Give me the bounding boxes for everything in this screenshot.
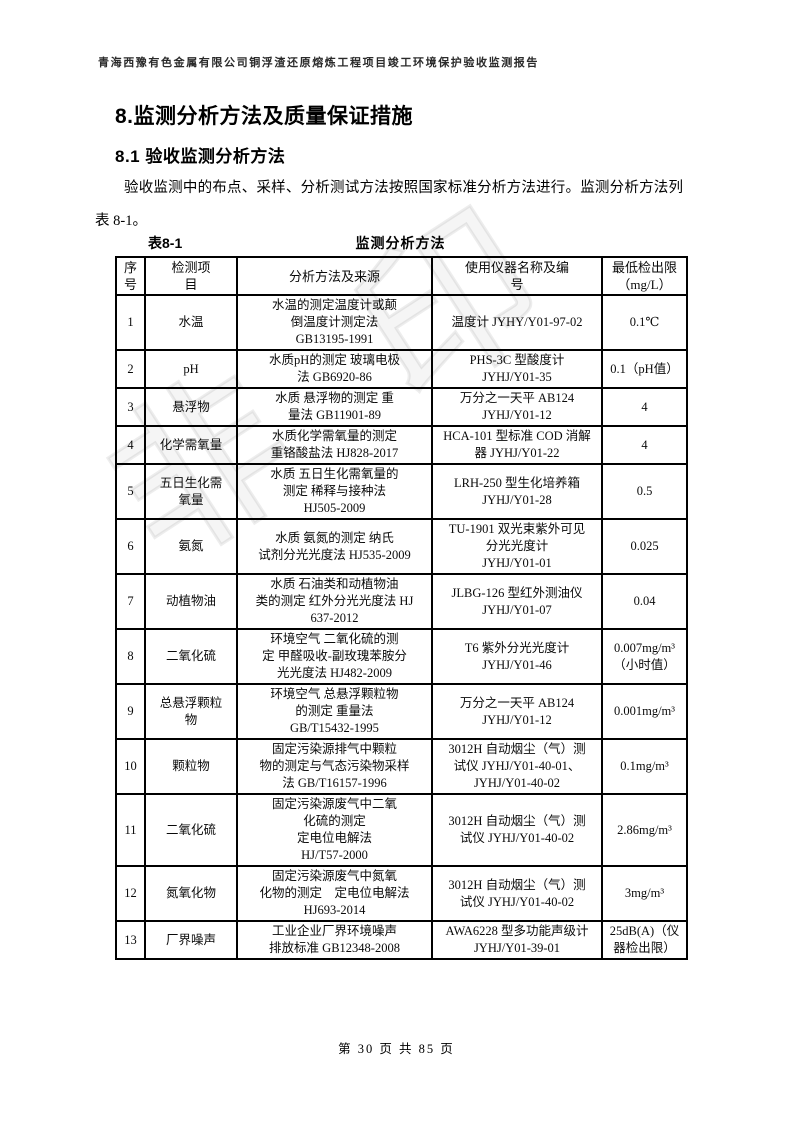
cell-instrument: 3012H 自动烟尘（气）测 试仪 JYHJ/Y01-40-01、 JYHJ/Y… xyxy=(431,738,603,795)
cell-instrument: TU-1901 双光束紫外可见 分光光度计 JYHJ/Y01-01 xyxy=(431,518,603,575)
cell-no: 1 xyxy=(115,294,146,351)
cell-no: 13 xyxy=(115,920,146,960)
cell-limit: 25dB(A)（仪 器检出限） xyxy=(601,920,688,960)
cell-item: 总悬浮颗粒 物 xyxy=(144,683,238,740)
cell-method: 水质 五日生化需氧量的 测定 稀释与接种法 HJ505-2009 xyxy=(236,463,433,520)
table-row: 12 氮氧化物 固定污染源废气中氮氧 化物的测定 定电位电解法 HJ693-2014… xyxy=(115,865,688,922)
cell-method: 固定污染源废气中二氧 化硫的测定 定电位电解法 HJ/T57-2000 xyxy=(236,793,433,867)
column-header-instrument: 使用仪器名称及编 号 xyxy=(431,256,603,296)
cell-instrument: HCA-101 型标准 COD 消解 器 JYHJ/Y01-22 xyxy=(431,425,603,465)
table-row: 3 悬浮物 水质 悬浮物的测定 重 量法 GB11901-89 万分之一天平 AB12… xyxy=(115,387,688,427)
cell-no: 5 xyxy=(115,463,146,520)
table-row: 10 颗粒物 固定污染源排气中颗粒 物的测定与气态污染物采样 法 GB/T16157… xyxy=(115,738,688,795)
table-row: 5 五日生化需 氧量 水质 五日生化需氧量的 测定 稀释与接种法 HJ505-200… xyxy=(115,463,688,520)
cell-limit: 0.001mg/m³ xyxy=(601,683,688,740)
cell-item: 氨氮 xyxy=(144,518,238,575)
column-header-item: 检测项 目 xyxy=(144,256,238,296)
cell-item: 五日生化需 氧量 xyxy=(144,463,238,520)
table-caption: 表8-1 监测分析方法 xyxy=(115,233,686,253)
section-heading: 8.监测分析方法及质量保证措施 xyxy=(115,105,414,128)
subsection-heading: 8.1 验收监测分析方法 xyxy=(115,147,286,166)
cell-item: 二氧化硫 xyxy=(144,793,238,867)
cell-item: 动植物油 xyxy=(144,573,238,630)
body-paragraph: 验收监测中的布点、采样、分析测试方法按照国家标准分析方法进行。监测分析方法列表 … xyxy=(95,180,683,229)
table-row: 11 二氧化硫 固定污染源废气中二氧 化硫的测定 定电位电解法 HJ/T57-200… xyxy=(115,793,688,867)
cell-item: 悬浮物 xyxy=(144,387,238,427)
cell-limit: 0.1（pH值） xyxy=(601,349,688,389)
header-row: 序 号 检测项 目 分析方法及来源 使用仪器名称及编 号 最低检出限 （mg/L… xyxy=(115,256,688,296)
column-header-limit: 最低检出限 （mg/L） xyxy=(601,256,688,296)
cell-item: 化学需氧量 xyxy=(144,425,238,465)
cell-instrument: LRH-250 型生化培养箱 JYHJ/Y01-28 xyxy=(431,463,603,520)
cell-limit: 0.025 xyxy=(601,518,688,575)
cell-no: 2 xyxy=(115,349,146,389)
table-row: 1 水温 水温的测定温度计或颠 倒温度计测定法 GB13195-1991 温度计 JY… xyxy=(115,294,688,351)
cell-limit: 0.007mg/m³ （小时值） xyxy=(601,628,688,685)
cell-method: 水质 石油类和动植物油 类的测定 红外分光光度法 HJ 637-2012 xyxy=(236,573,433,630)
cell-limit: 4 xyxy=(601,425,688,465)
cell-method: 工业企业厂界环境噪声 排放标准 GB12348-2008 xyxy=(236,920,433,960)
table-caption-label: 表8-1 xyxy=(148,235,183,251)
cell-no: 7 xyxy=(115,573,146,630)
page-number: 第 30 页 共 85 页 xyxy=(338,1042,455,1056)
cell-method: 水质pH的测定 玻璃电极 法 GB6920-86 xyxy=(236,349,433,389)
cell-limit: 0.04 xyxy=(601,573,688,630)
table-row: 8 二氧化硫 环境空气 二氧化硫的测 定 甲醛吸收-副玫瑰苯胺分 光光度法 HJ48… xyxy=(115,628,688,685)
cell-method: 水温的测定温度计或颠 倒温度计测定法 GB13195-1991 xyxy=(236,294,433,351)
cell-instrument: PHS-3C 型酸度计 JYHJ/Y01-35 xyxy=(431,349,603,389)
cell-instrument: 万分之一天平 AB124 JYHJ/Y01-12 xyxy=(431,683,603,740)
column-header-no: 序 号 xyxy=(115,256,146,296)
column-header-method: 分析方法及来源 xyxy=(236,256,433,296)
cell-no: 12 xyxy=(115,865,146,922)
cell-method: 环境空气 总悬浮颗粒物 的测定 重量法 GB/T15432-1995 xyxy=(236,683,433,740)
cell-limit: 0.1℃ xyxy=(601,294,688,351)
cell-item: 二氧化硫 xyxy=(144,628,238,685)
cell-instrument: 3012H 自动烟尘（气）测 试仪 JYHJ/Y01-40-02 xyxy=(431,793,603,867)
cell-method: 固定污染源废气中氮氧 化物的测定 定电位电解法 HJ693-2014 xyxy=(236,865,433,922)
cell-no: 9 xyxy=(115,683,146,740)
cell-no: 4 xyxy=(115,425,146,465)
cell-no: 10 xyxy=(115,738,146,795)
cell-item: 颗粒物 xyxy=(144,738,238,795)
cell-instrument: 万分之一天平 AB124 JYHJ/Y01-12 xyxy=(431,387,603,427)
cell-method: 水质 氨氮的测定 纳氏 试剂分光光度法 HJ535-2009 xyxy=(236,518,433,575)
cell-limit: 0.1mg/m³ xyxy=(601,738,688,795)
table-row: 7 动植物油 水质 石油类和动植物油 类的测定 红外分光光度法 HJ 637-201… xyxy=(115,573,688,630)
table-row: 2 pH 水质pH的测定 玻璃电极 法 GB6920-86 PHS-3C 型酸度计 J… xyxy=(115,349,688,389)
cell-instrument: 3012H 自动烟尘（气）测 试仪 JYHJ/Y01-40-02 xyxy=(431,865,603,922)
cell-no: 11 xyxy=(115,793,146,867)
cell-limit: 2.86mg/m³ xyxy=(601,793,688,867)
table-caption-title: 监测分析方法 xyxy=(355,235,446,251)
cell-item: 水温 xyxy=(144,294,238,351)
table-row: 9 总悬浮颗粒 物环境空气 总悬浮颗粒物 的测定 重量法 GB/T15432-19… xyxy=(115,683,688,740)
table-row: 13 厂界噪声 工业企业厂界环境噪声 排放标准 GB12348-2008 AWA622… xyxy=(115,920,688,960)
cell-item: 氮氧化物 xyxy=(144,865,238,922)
cell-limit: 0.5 xyxy=(601,463,688,520)
cell-no: 8 xyxy=(115,628,146,685)
cell-instrument: AWA6228 型多功能声级计 JYHJ/Y01-39-01 xyxy=(431,920,603,960)
cell-method: 环境空气 二氧化硫的测 定 甲醛吸收-副玫瑰苯胺分 光光度法 HJ482-200… xyxy=(236,628,433,685)
table-body: 1 水温 水温的测定温度计或颠 倒温度计测定法 GB13195-1991 温度计 JY… xyxy=(115,294,688,960)
cell-instrument: 温度计 JYHY/Y01-97-02 xyxy=(431,294,603,351)
analysis-methods-table: 序 号 检测项 目 分析方法及来源 使用仪器名称及编 号 最低检出限 （mg/L… xyxy=(115,256,688,960)
table-row: 4 化学需氧量 水质化学需氧量的测定 重铬酸盐法 HJ828-2017 HCA-101… xyxy=(115,425,688,465)
table-row: 6 氨氮 水质 氨氮的测定 纳氏 试剂分光光度法 HJ535-2009 TU-1901… xyxy=(115,518,688,575)
cell-no: 3 xyxy=(115,387,146,427)
table-header: 序 号 检测项 目 分析方法及来源 使用仪器名称及编 号 最低检出限 （mg/L… xyxy=(115,256,688,296)
cell-instrument: T6 紫外分光光度计 JYHJ/Y01-46 xyxy=(431,628,603,685)
document-header: 青海西豫有色金属有限公司铜浮渣还原熔炼工程项目竣工环境保护验收监测报告 xyxy=(98,57,539,69)
cell-method: 水质 悬浮物的测定 重 量法 GB11901-89 xyxy=(236,387,433,427)
cell-method: 水质化学需氧量的测定 重铬酸盐法 HJ828-2017 xyxy=(236,425,433,465)
cell-limit: 3mg/m³ xyxy=(601,865,688,922)
cell-method: 固定污染源排气中颗粒 物的测定与气态污染物采样 法 GB/T16157-1996 xyxy=(236,738,433,795)
cell-no: 6 xyxy=(115,518,146,575)
cell-item: 厂界噪声 xyxy=(144,920,238,960)
cell-instrument: JLBG-126 型红外测油仪 JYHJ/Y01-07 xyxy=(431,573,603,630)
cell-limit: 4 xyxy=(601,387,688,427)
cell-item: pH xyxy=(144,349,238,389)
